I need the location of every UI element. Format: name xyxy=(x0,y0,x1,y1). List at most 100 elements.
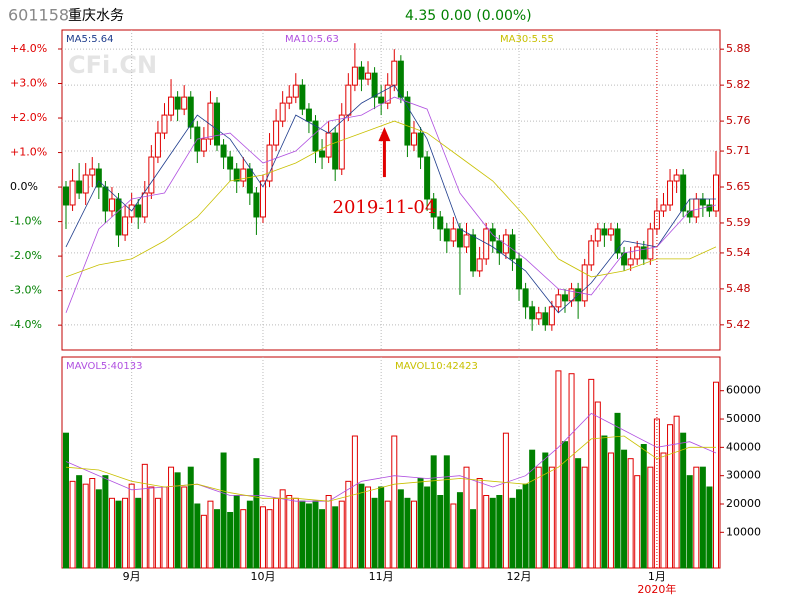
candle-body xyxy=(496,240,503,254)
volume-bar xyxy=(542,452,549,569)
y-tick-label: 5.54 xyxy=(726,246,751,259)
candle-body xyxy=(259,180,266,218)
candle-body xyxy=(168,96,175,116)
ma-line xyxy=(65,435,716,502)
candle-body xyxy=(115,198,122,236)
candle-body xyxy=(686,210,693,218)
candle-body xyxy=(365,72,372,80)
y-tick-label: 5.71 xyxy=(726,144,751,157)
volume-bar xyxy=(660,452,667,569)
volume-bar xyxy=(410,500,417,569)
volume-bar xyxy=(713,381,719,569)
volume-bar xyxy=(561,441,568,569)
volume-bar xyxy=(240,509,247,569)
volume-bar xyxy=(371,497,378,569)
volume-bar xyxy=(214,509,221,569)
volume-bar xyxy=(332,506,339,569)
volume-bar xyxy=(207,500,214,569)
y2-tick-label: +3.0% xyxy=(10,77,47,90)
candle-body xyxy=(397,60,404,98)
volume-bar xyxy=(115,500,122,569)
volume-bar xyxy=(627,458,634,569)
volume-bar xyxy=(437,494,444,569)
candle-body xyxy=(207,102,214,140)
candle-body xyxy=(292,84,299,98)
candle-body xyxy=(417,132,424,158)
annotation-text: 2019-11-04 xyxy=(333,197,437,218)
candle-body xyxy=(227,156,234,170)
y-tick-label: 10000 xyxy=(726,525,761,538)
candle-body xyxy=(154,132,161,158)
stock-code: 601158 xyxy=(8,6,69,25)
candle-body xyxy=(699,198,706,206)
volume-bar xyxy=(496,494,503,569)
candle-body xyxy=(338,114,345,170)
y-tick-label: 50000 xyxy=(726,412,761,425)
candle-body xyxy=(502,234,509,254)
candle-body xyxy=(522,288,529,308)
arrow-head xyxy=(378,127,391,142)
volume-bar xyxy=(76,475,83,569)
candle-body xyxy=(95,168,102,188)
volume-bar xyxy=(325,494,332,569)
y2-tick-label: +1.0% xyxy=(10,146,47,159)
candle-body xyxy=(614,228,621,254)
candle-body xyxy=(371,72,378,98)
volume-bar xyxy=(89,478,96,569)
volume-bar xyxy=(391,435,398,569)
candle-body xyxy=(305,108,312,122)
volume-bar xyxy=(516,489,523,569)
volume-bar xyxy=(404,497,411,569)
volume-bar xyxy=(417,478,424,569)
candle-body xyxy=(89,168,96,176)
volume-bar xyxy=(581,466,588,569)
annotation-text: 2020年 xyxy=(637,582,676,596)
candle-body xyxy=(253,192,260,218)
candle-body xyxy=(430,198,437,218)
volume-bar xyxy=(135,497,142,569)
candle-body xyxy=(391,60,398,86)
volume-bar xyxy=(686,475,693,569)
candle-body xyxy=(548,306,555,326)
y2-tick-label: +4.0% xyxy=(10,42,47,55)
candle-body xyxy=(345,84,352,116)
volume-bar xyxy=(555,370,562,569)
candle-body xyxy=(82,174,89,194)
volume-bar xyxy=(607,452,614,569)
candle-body xyxy=(627,258,634,266)
legend-entry: MA5:5.64 xyxy=(66,34,113,45)
candle-body xyxy=(410,132,417,146)
candle-body xyxy=(135,204,142,218)
candle-body xyxy=(181,96,188,110)
volume-bar xyxy=(128,483,135,569)
candle-body xyxy=(220,144,227,158)
candle-body xyxy=(706,204,713,212)
candle-body xyxy=(640,246,647,260)
candle-body xyxy=(450,228,457,242)
candle-body xyxy=(233,168,240,182)
volume-bar xyxy=(266,509,273,569)
volume-bar xyxy=(699,466,706,569)
ma-line xyxy=(65,84,716,314)
candle-body xyxy=(443,228,450,242)
volume-bar xyxy=(253,458,260,569)
volume-bar xyxy=(535,466,542,569)
candle-body xyxy=(384,84,391,104)
volume-bar xyxy=(168,466,175,569)
volume-bar xyxy=(63,432,69,569)
volume-bar xyxy=(141,463,148,569)
candle-body xyxy=(529,306,536,320)
volume-bar xyxy=(575,458,582,569)
ma-line xyxy=(65,96,717,313)
candle-body xyxy=(483,228,490,260)
volume-bar xyxy=(82,483,89,569)
y-tick-label: 5.48 xyxy=(726,282,751,295)
y-tick-label: 60000 xyxy=(726,384,761,397)
quote: 4.35 0.00 (0.00%) xyxy=(405,8,532,24)
volume-bar xyxy=(502,432,509,569)
y2-tick-label: 0.0% xyxy=(10,180,38,193)
legend-entry: MA10:5.63 xyxy=(285,34,339,45)
volume-bar xyxy=(299,500,306,569)
volume-bar xyxy=(384,500,391,569)
